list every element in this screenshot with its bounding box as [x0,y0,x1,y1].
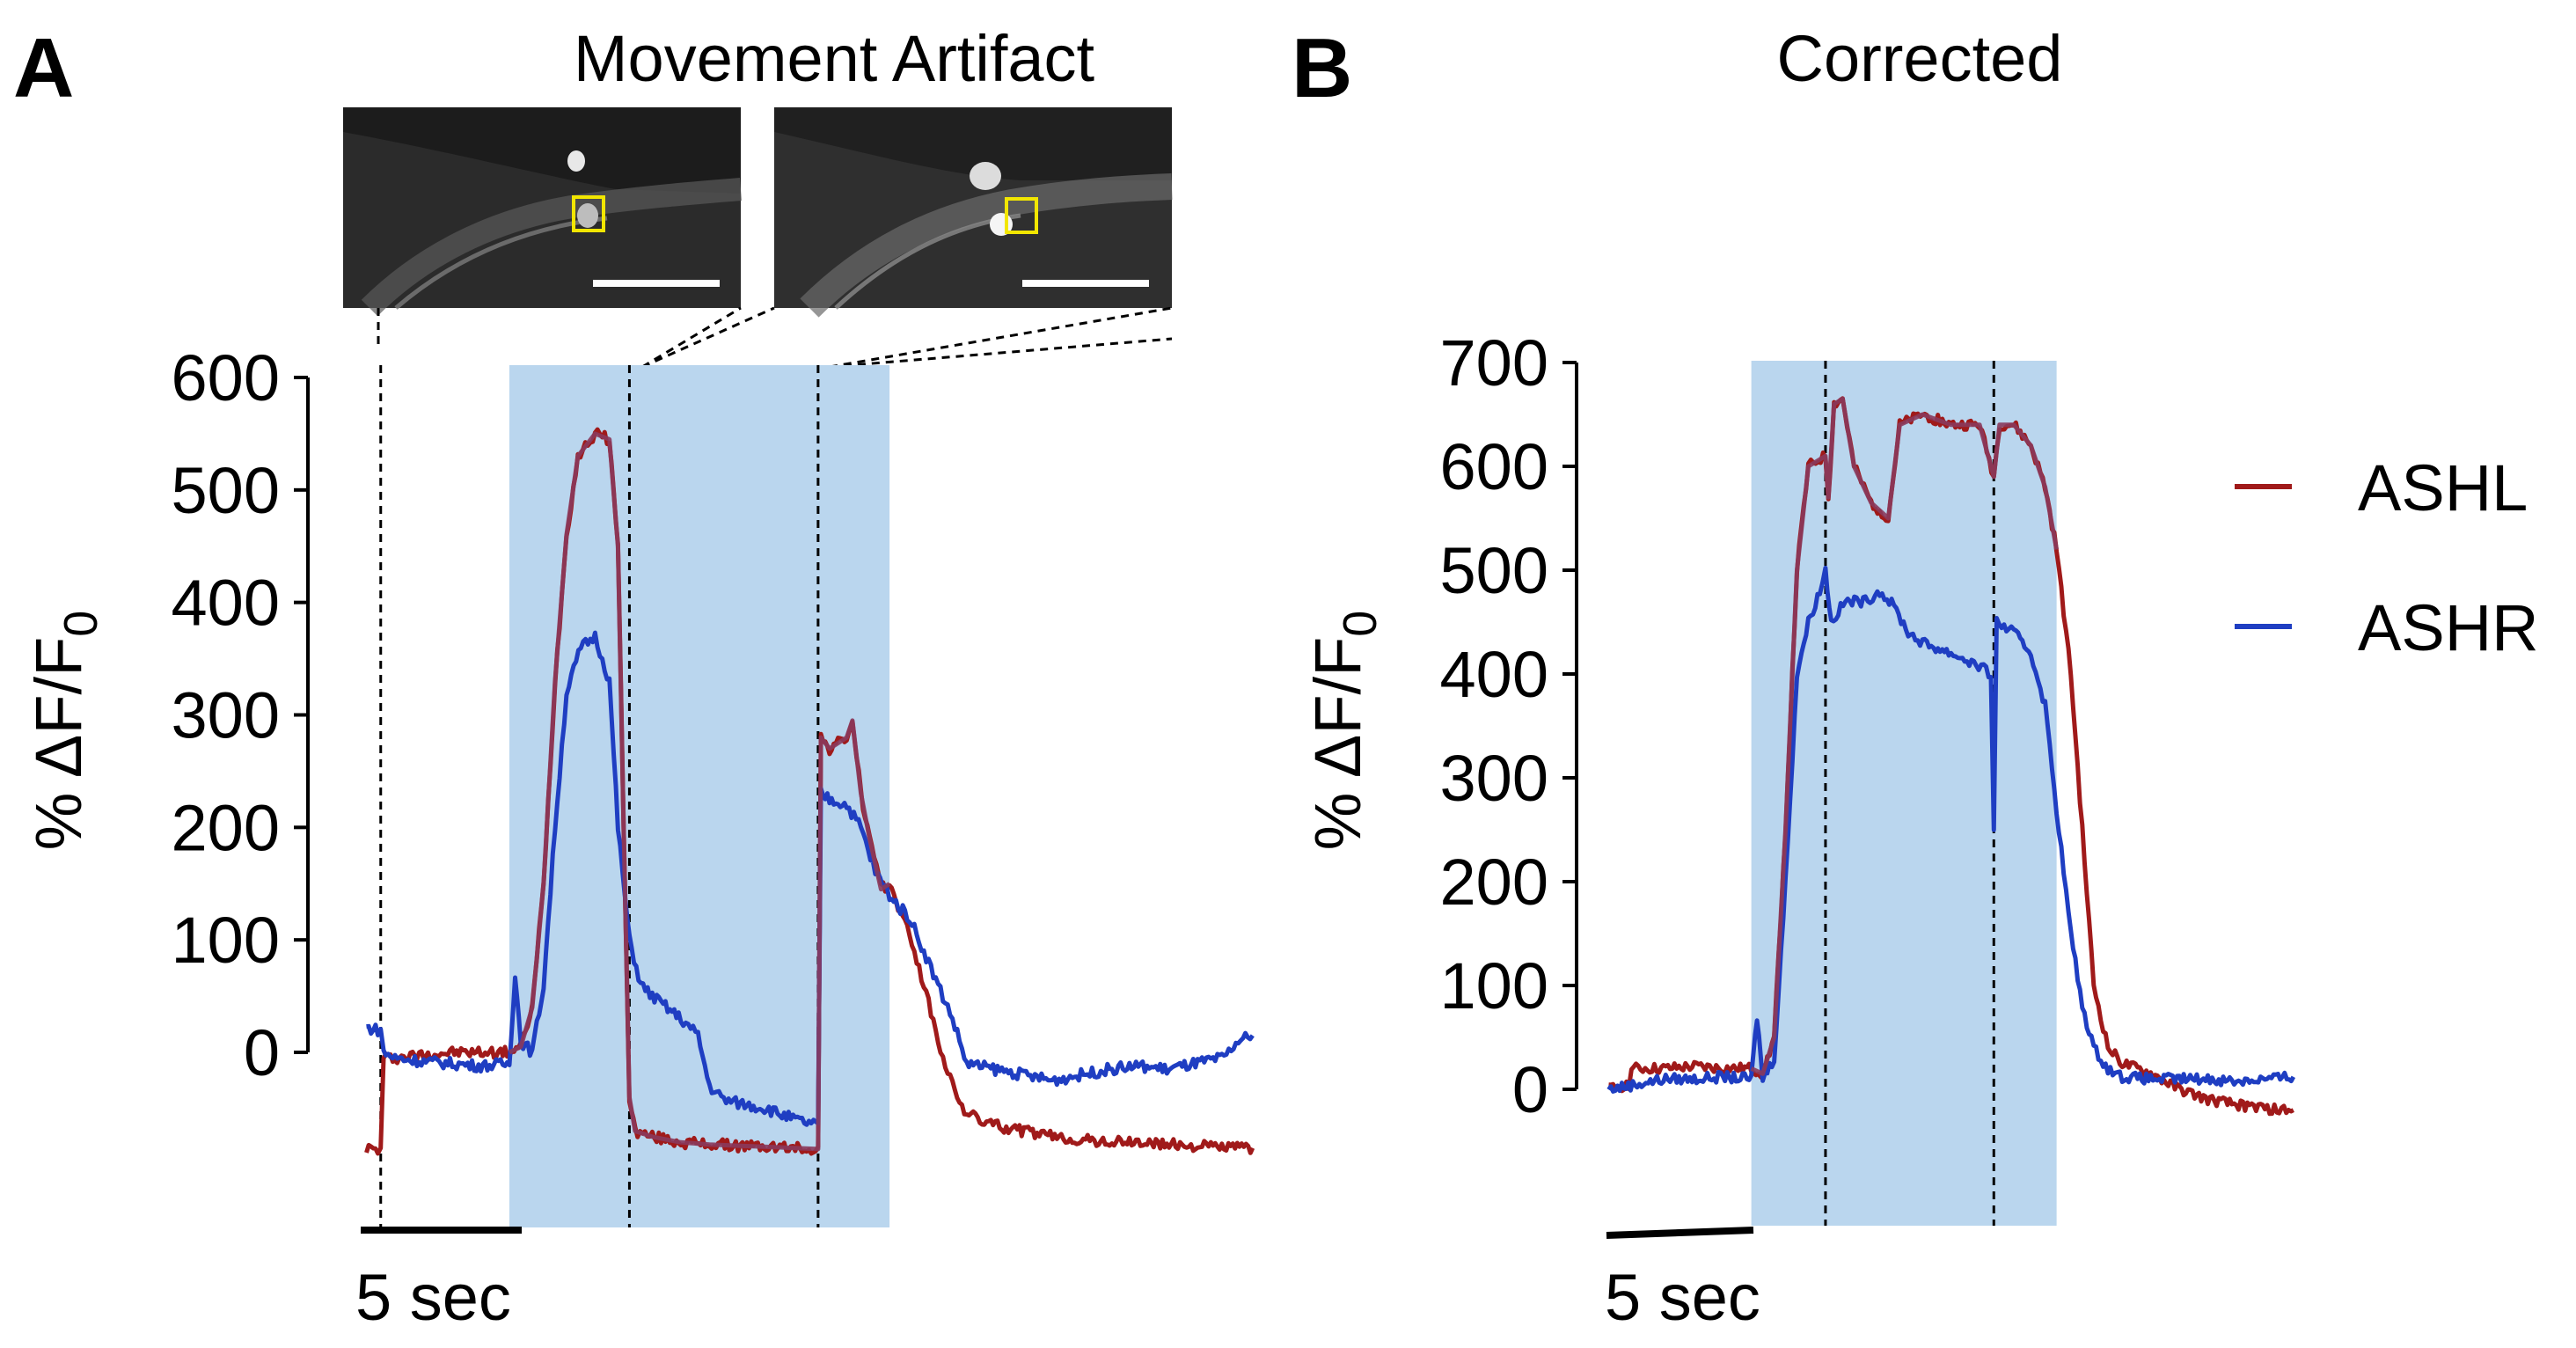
y-tick-label: 600 [1440,430,1548,503]
series-line-ashr [1606,565,2296,1094]
series-line-ashr [366,630,1255,1127]
y-tick-label: 200 [172,791,280,864]
roi-box [1005,197,1038,234]
panel-b: B Corrected 0 100 200 300 400 500 600 700 % ΔF/… [1292,21,2539,1334]
panel-a-y-axis-label: % ΔF/F0 [22,611,107,851]
series-line-ashl-in-window [1750,396,2060,1076]
time-scale-bar-label: 5 sec [1605,1261,1760,1334]
y-tick-label: 500 [172,454,280,527]
legend-label-ashr: ASHR [2358,591,2539,664]
data-series [1606,396,2296,1117]
roi-box [572,195,605,232]
event-dashed-lines [1824,361,1995,1226]
y-tick-label: 0 [1512,1053,1548,1126]
legend-entry-ashl: ASHL [2235,451,2528,524]
panel-b-letter: B [1292,21,1352,115]
y-tick-label: 600 [172,341,280,414]
fluorescence-micrograph-icon [343,107,743,317]
y-tick-label: 100 [172,904,280,977]
y-tick-label: 300 [1440,742,1548,815]
time-scale-bar-label: 5 sec [355,1261,511,1334]
panel-b-title: Corrected [1777,22,2063,95]
panel-b-y-axis-label: % ΔF/F0 [1301,611,1387,851]
y-tick-label: 0 [244,1016,280,1089]
y-tick-label: 400 [1440,638,1548,711]
panel-a-title: Movement Artifact [574,22,1095,95]
data-series [364,427,1255,1156]
y-tick-label: 400 [172,567,280,640]
time-scale-bar [1606,1227,1754,1239]
y-tick-label: 200 [1440,846,1548,919]
legend-entry-ashr: ASHR [2235,591,2539,664]
y-tick-labels: 0 100 200 300 400 500 600 [172,341,280,1089]
y-tick-label: 700 [1440,326,1548,399]
y-tick-label: 100 [1440,949,1548,1022]
series-line-ashl-in-window [508,431,891,1152]
legend: ASHL ASHR [2235,451,2539,664]
y-tick-labels: 0 100 200 300 400 500 600 700 [1440,326,1548,1126]
panel-a: A Movement Artifact [13,21,1255,1334]
stimulus-window [1751,361,2057,1226]
legend-label-ashl: ASHL [2358,451,2528,524]
y-axis [1562,361,1578,1091]
y-axis [294,376,310,1054]
panel-a-letter: A [13,21,74,115]
y-tick-label: 500 [1440,534,1548,607]
y-tick-label: 300 [172,679,280,752]
fluorescence-micrograph-icon [774,107,1173,318]
inset-connector-lines [377,306,1173,369]
